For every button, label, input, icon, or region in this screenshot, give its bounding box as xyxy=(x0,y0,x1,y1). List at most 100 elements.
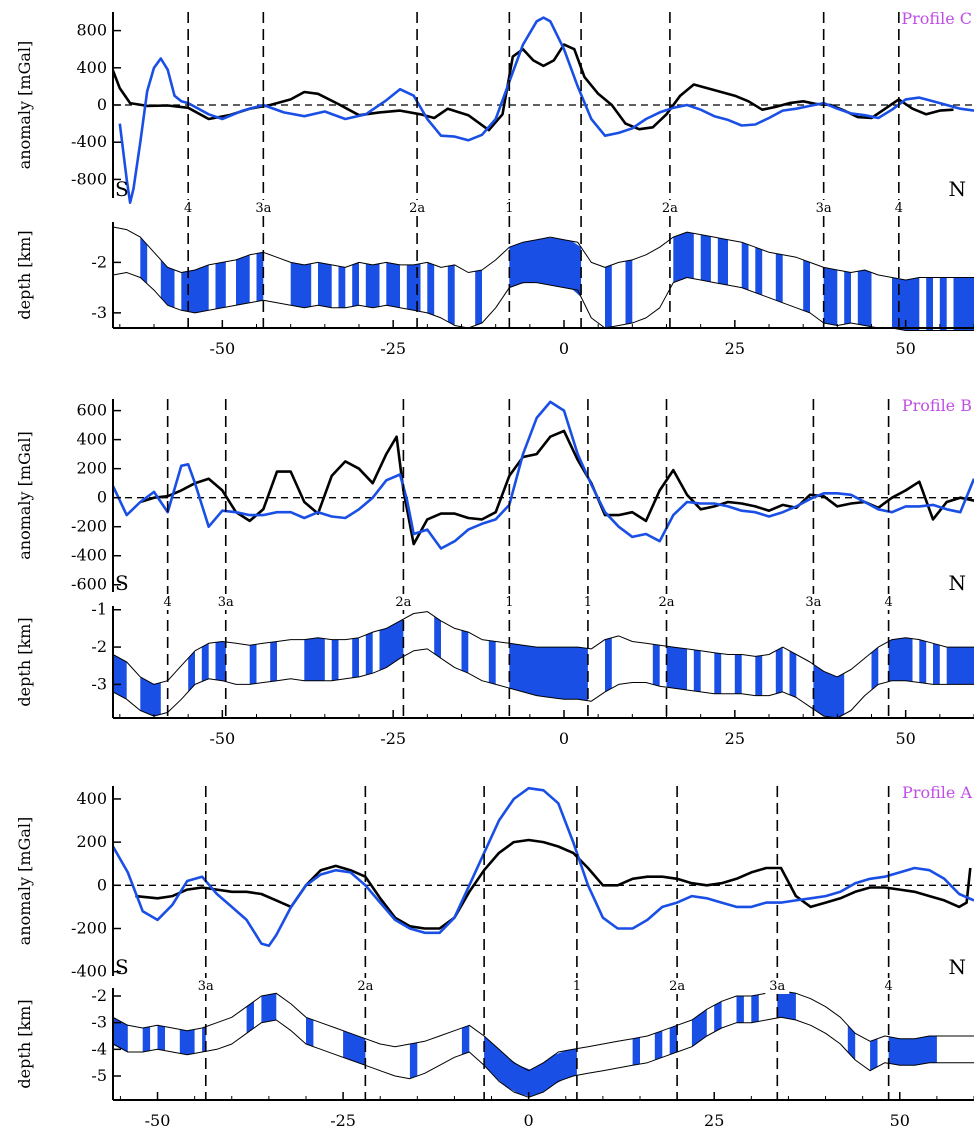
magnetized-block xyxy=(304,637,325,681)
y-tick-label: 200 xyxy=(76,832,107,851)
north-label: N xyxy=(949,177,967,201)
isochron-label-bg xyxy=(801,594,826,610)
magnetized-block xyxy=(736,996,744,1023)
plot-area-0 xyxy=(113,16,974,204)
magnetized-block xyxy=(755,247,763,296)
isochron-label: 1 xyxy=(505,595,513,610)
magnetized-block xyxy=(669,1025,678,1055)
x-tick-label: -50 xyxy=(209,729,235,748)
magnetized-block xyxy=(343,1030,366,1066)
magnetized-block xyxy=(484,1036,577,1097)
model-anomaly-line xyxy=(113,786,974,948)
magnetized-block xyxy=(888,1036,937,1066)
y-axis-label: anomaly [mGal] xyxy=(15,41,34,170)
y-tick-label: -400 xyxy=(71,546,107,565)
magnetized-block xyxy=(509,237,582,298)
y-tick-label: -200 xyxy=(71,517,107,536)
magnetized-block xyxy=(352,637,359,678)
magnetized-block xyxy=(270,641,277,682)
isochron-label-bg xyxy=(193,978,218,994)
south-label: S xyxy=(115,571,129,595)
y-tick-label: -400 xyxy=(71,132,107,151)
crust-bottom-line xyxy=(113,272,974,331)
magnetized-block xyxy=(256,252,264,302)
magnetized-block xyxy=(714,652,722,694)
magnetized-block xyxy=(475,270,482,326)
isochron-label-bg xyxy=(353,978,378,994)
y-tick-label: 400 xyxy=(76,58,107,77)
magnetized-block xyxy=(140,237,148,284)
magnetized-block xyxy=(844,271,851,325)
plot-area-5 xyxy=(113,990,974,1098)
magnetized-block xyxy=(652,644,660,687)
panel-4: -400 -200 0 200 400 anomaly [mGal] Profile A S N xyxy=(15,783,974,981)
x-tick-label: -25 xyxy=(330,1111,356,1130)
isochron-label-bg xyxy=(657,200,682,216)
y-tick-label: 800 xyxy=(76,21,107,40)
magnetized-block xyxy=(857,270,872,327)
y-tick-label: -1 xyxy=(91,600,107,619)
magnetized-block xyxy=(625,259,633,325)
isochron-label: 1 xyxy=(505,201,513,216)
magnetized-block xyxy=(160,259,175,308)
model-anomaly-line xyxy=(113,400,974,550)
panel-5: -5 -4 -3 -2 depth [km] -50 -25 0 25 50 xyxy=(15,986,974,1130)
magnetized-block xyxy=(717,237,728,286)
isochron-label-bg xyxy=(213,594,238,610)
isochron-label-bg xyxy=(155,594,180,610)
isochron-label: 4 xyxy=(895,201,903,216)
magnetized-block xyxy=(605,637,612,692)
isochron-label-bg xyxy=(251,200,276,216)
panel-0: -800 -400 0 400 800 anomaly [mGal] Profile C S N xyxy=(15,9,974,204)
magnetized-block xyxy=(365,263,380,308)
y-tick-label: -4 xyxy=(91,1039,107,1058)
panel-1: -3 -2 depth [km] -50 -25 0 25 50 xyxy=(15,222,974,358)
y-axis-label: depth [km] xyxy=(15,617,34,706)
magnetized-block xyxy=(775,253,783,303)
magnetized-block xyxy=(140,676,161,716)
isochron-label: 1 xyxy=(573,979,581,994)
y-tick-label: -2 xyxy=(91,637,107,656)
magnetized-block xyxy=(700,234,711,282)
profile-title: Profile C xyxy=(901,9,972,28)
magnetized-block xyxy=(871,647,879,690)
magnetized-block xyxy=(406,263,421,312)
magnetized-block xyxy=(249,644,257,685)
magnetized-block xyxy=(365,632,373,676)
crust-top-line xyxy=(113,990,974,1072)
magnetized-block xyxy=(803,259,810,313)
magnetized-block xyxy=(789,650,797,698)
isochron-label-bg xyxy=(405,200,430,216)
x-tick-label: 0 xyxy=(559,339,569,358)
x-tick-label: -50 xyxy=(145,1111,171,1130)
isochron-label: 2a xyxy=(658,595,674,610)
magnetized-block xyxy=(919,639,927,684)
magnetized-block xyxy=(488,640,496,685)
magnetized-block xyxy=(926,277,933,331)
isochron-label: 2a xyxy=(409,201,425,216)
magnetized-block xyxy=(755,655,763,696)
x-tick-label: -25 xyxy=(380,339,406,358)
magnetized-block xyxy=(306,1017,314,1047)
isochron-label-bg xyxy=(665,978,690,994)
x-tick-label: 0 xyxy=(524,1111,534,1130)
isochron-label-bg xyxy=(575,594,600,610)
magnetized-block xyxy=(201,643,209,682)
isochron-label-bg xyxy=(497,200,522,216)
magnetized-block xyxy=(775,647,783,694)
magnetized-block xyxy=(691,1009,707,1047)
magnetized-block xyxy=(331,639,339,681)
magnetized-block xyxy=(142,1026,151,1052)
magnetized-block xyxy=(113,654,127,700)
plot-area-1 xyxy=(113,226,974,331)
south-label: S xyxy=(115,955,129,979)
x-tick-label: 50 xyxy=(895,729,915,748)
magnetized-block xyxy=(777,990,796,1020)
y-tick-label: -3 xyxy=(91,674,107,693)
y-tick-label: -600 xyxy=(71,575,107,594)
magnetized-block xyxy=(847,1025,856,1060)
y-tick-label: 0 xyxy=(97,488,107,507)
magnetized-block xyxy=(953,277,974,331)
y-tick-label: 0 xyxy=(97,875,107,894)
south-label: S xyxy=(115,177,129,201)
